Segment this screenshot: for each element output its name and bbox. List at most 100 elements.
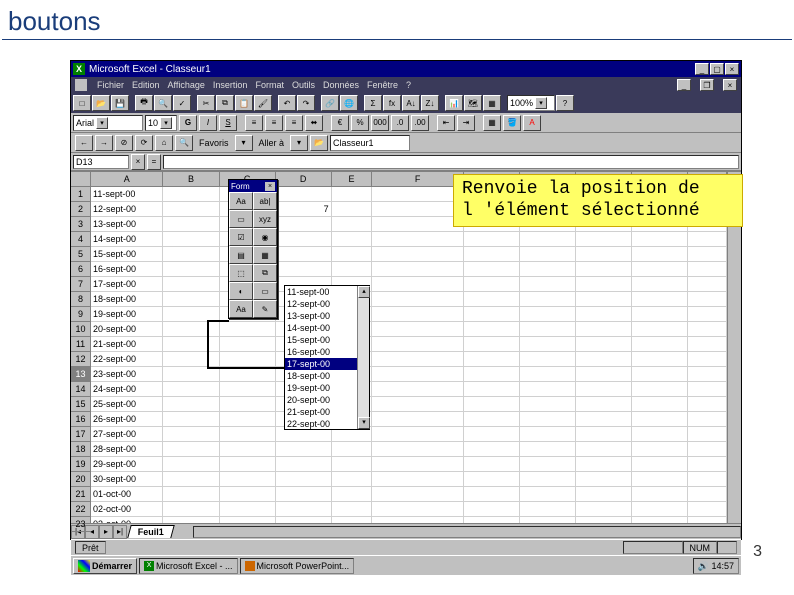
doc-restore-button[interactable]: ❐	[700, 79, 714, 91]
web-icon[interactable]: 🌐	[340, 95, 358, 111]
cell[interactable]: 25-sept-00	[91, 397, 163, 412]
cell[interactable]	[688, 517, 727, 523]
forms-tool-button[interactable]: ◐	[229, 282, 253, 300]
row-header[interactable]: 7	[71, 277, 90, 292]
search-web-icon[interactable]: 🔍	[175, 135, 193, 151]
menu-item[interactable]: Edition	[132, 80, 160, 90]
row-header[interactable]: 4	[71, 232, 90, 247]
paste-icon[interactable]: 📋	[235, 95, 253, 111]
cell[interactable]	[520, 412, 576, 427]
cell[interactable]	[220, 442, 276, 457]
cell[interactable]	[464, 307, 520, 322]
cell[interactable]: 13-sept-00	[91, 217, 163, 232]
cell[interactable]	[276, 457, 332, 472]
doc-close-button[interactable]: ×	[723, 79, 737, 91]
cell[interactable]	[520, 352, 576, 367]
close-button[interactable]: ×	[725, 63, 739, 75]
forms-tool-button[interactable]: ▭	[229, 210, 253, 228]
sort-asc-icon[interactable]: A↓	[402, 95, 420, 111]
bookmark-open-icon[interactable]: 📂	[310, 135, 328, 151]
cell[interactable]	[688, 502, 727, 517]
help-icon[interactable]: ?	[556, 95, 574, 111]
cell[interactable]: 21-sept-00	[91, 337, 163, 352]
percent-icon[interactable]: %	[351, 115, 369, 131]
align-right-icon[interactable]: ≡	[285, 115, 303, 131]
row-header[interactable]: 23	[71, 517, 90, 532]
cell[interactable]	[632, 457, 688, 472]
start-button[interactable]: Démarrer	[73, 558, 137, 574]
cell[interactable]	[632, 517, 688, 523]
horizontal-scrollbar[interactable]	[193, 526, 741, 538]
row-header[interactable]: 14	[71, 382, 90, 397]
cell[interactable]	[632, 397, 688, 412]
listbox-scrollbar[interactable]: ▴ ▾	[357, 286, 369, 429]
cell[interactable]	[688, 262, 727, 277]
italic-icon[interactable]: I	[199, 115, 217, 131]
cell[interactable]	[632, 262, 688, 277]
cell[interactable]	[520, 277, 576, 292]
cell[interactable]	[276, 502, 332, 517]
cell[interactable]	[688, 487, 727, 502]
row-header[interactable]: 13	[71, 367, 90, 382]
taskbar-item[interactable]: Microsoft PowerPoint...	[240, 558, 355, 574]
cell[interactable]	[688, 247, 727, 262]
cell[interactable]	[372, 412, 464, 427]
cell[interactable]	[464, 502, 520, 517]
cell[interactable]	[520, 442, 576, 457]
preview-icon[interactable]: 🔍	[154, 95, 172, 111]
row-header[interactable]: 22	[71, 502, 90, 517]
forms-close-icon[interactable]: ×	[265, 182, 275, 191]
cell[interactable]	[464, 427, 520, 442]
cell[interactable]	[163, 262, 219, 277]
cell[interactable]	[632, 352, 688, 367]
cell[interactable]	[464, 442, 520, 457]
cell[interactable]	[163, 232, 219, 247]
cell[interactable]	[632, 382, 688, 397]
cell[interactable]	[520, 517, 576, 523]
cell[interactable]	[520, 307, 576, 322]
cell[interactable]	[372, 277, 464, 292]
row-header[interactable]: 19	[71, 457, 90, 472]
cell[interactable]	[576, 247, 632, 262]
align-center-icon[interactable]: ≡	[265, 115, 283, 131]
indent-inc-icon[interactable]: ⇥	[457, 115, 475, 131]
cell[interactable]	[220, 337, 276, 352]
doc-minimize-button[interactable]: _	[677, 79, 691, 91]
column-header[interactable]: E	[332, 172, 373, 187]
cell[interactable]: 27-sept-00	[91, 427, 163, 442]
row-header[interactable]: 17	[71, 427, 90, 442]
cell[interactable]	[372, 502, 464, 517]
cell[interactable]	[520, 247, 576, 262]
cell[interactable]: 23-sept-00	[91, 367, 163, 382]
new-icon[interactable]: □	[73, 95, 91, 111]
cell[interactable]: 11-sept-00	[91, 187, 163, 202]
cell[interactable]	[688, 442, 727, 457]
forms-tool-button[interactable]: ab|	[253, 192, 277, 210]
undo-icon[interactable]: ↶	[278, 95, 296, 111]
menu-item[interactable]: Fenêtre	[367, 80, 398, 90]
cell[interactable]	[464, 277, 520, 292]
redo-icon[interactable]: ↷	[297, 95, 315, 111]
maximize-button[interactable]: ▢	[710, 63, 724, 75]
cell[interactable]	[372, 487, 464, 502]
forms-tool-button[interactable]: ◉	[253, 228, 277, 246]
name-box[interactable]: D13	[73, 155, 129, 169]
cell[interactable]	[276, 487, 332, 502]
cell[interactable]	[520, 502, 576, 517]
cancel-formula-icon[interactable]: ×	[131, 154, 145, 170]
cell[interactable]	[220, 367, 276, 382]
favorites-label[interactable]: Favoris	[195, 138, 233, 148]
cell[interactable]	[332, 517, 373, 523]
currency-icon[interactable]: €	[331, 115, 349, 131]
forms-tool-button[interactable]: ▦	[253, 246, 277, 264]
cell[interactable]	[332, 217, 373, 232]
tab-last-icon[interactable]: ▸|	[113, 525, 127, 539]
cell[interactable]	[372, 457, 464, 472]
cell[interactable]	[520, 397, 576, 412]
forms-tool-button[interactable]: ✎	[253, 300, 277, 318]
cell[interactable]	[163, 457, 219, 472]
zoom-combo[interactable]: 100%▾	[507, 95, 555, 111]
cell[interactable]	[464, 367, 520, 382]
cell[interactable]	[464, 292, 520, 307]
column-header[interactable]: F	[372, 172, 464, 187]
